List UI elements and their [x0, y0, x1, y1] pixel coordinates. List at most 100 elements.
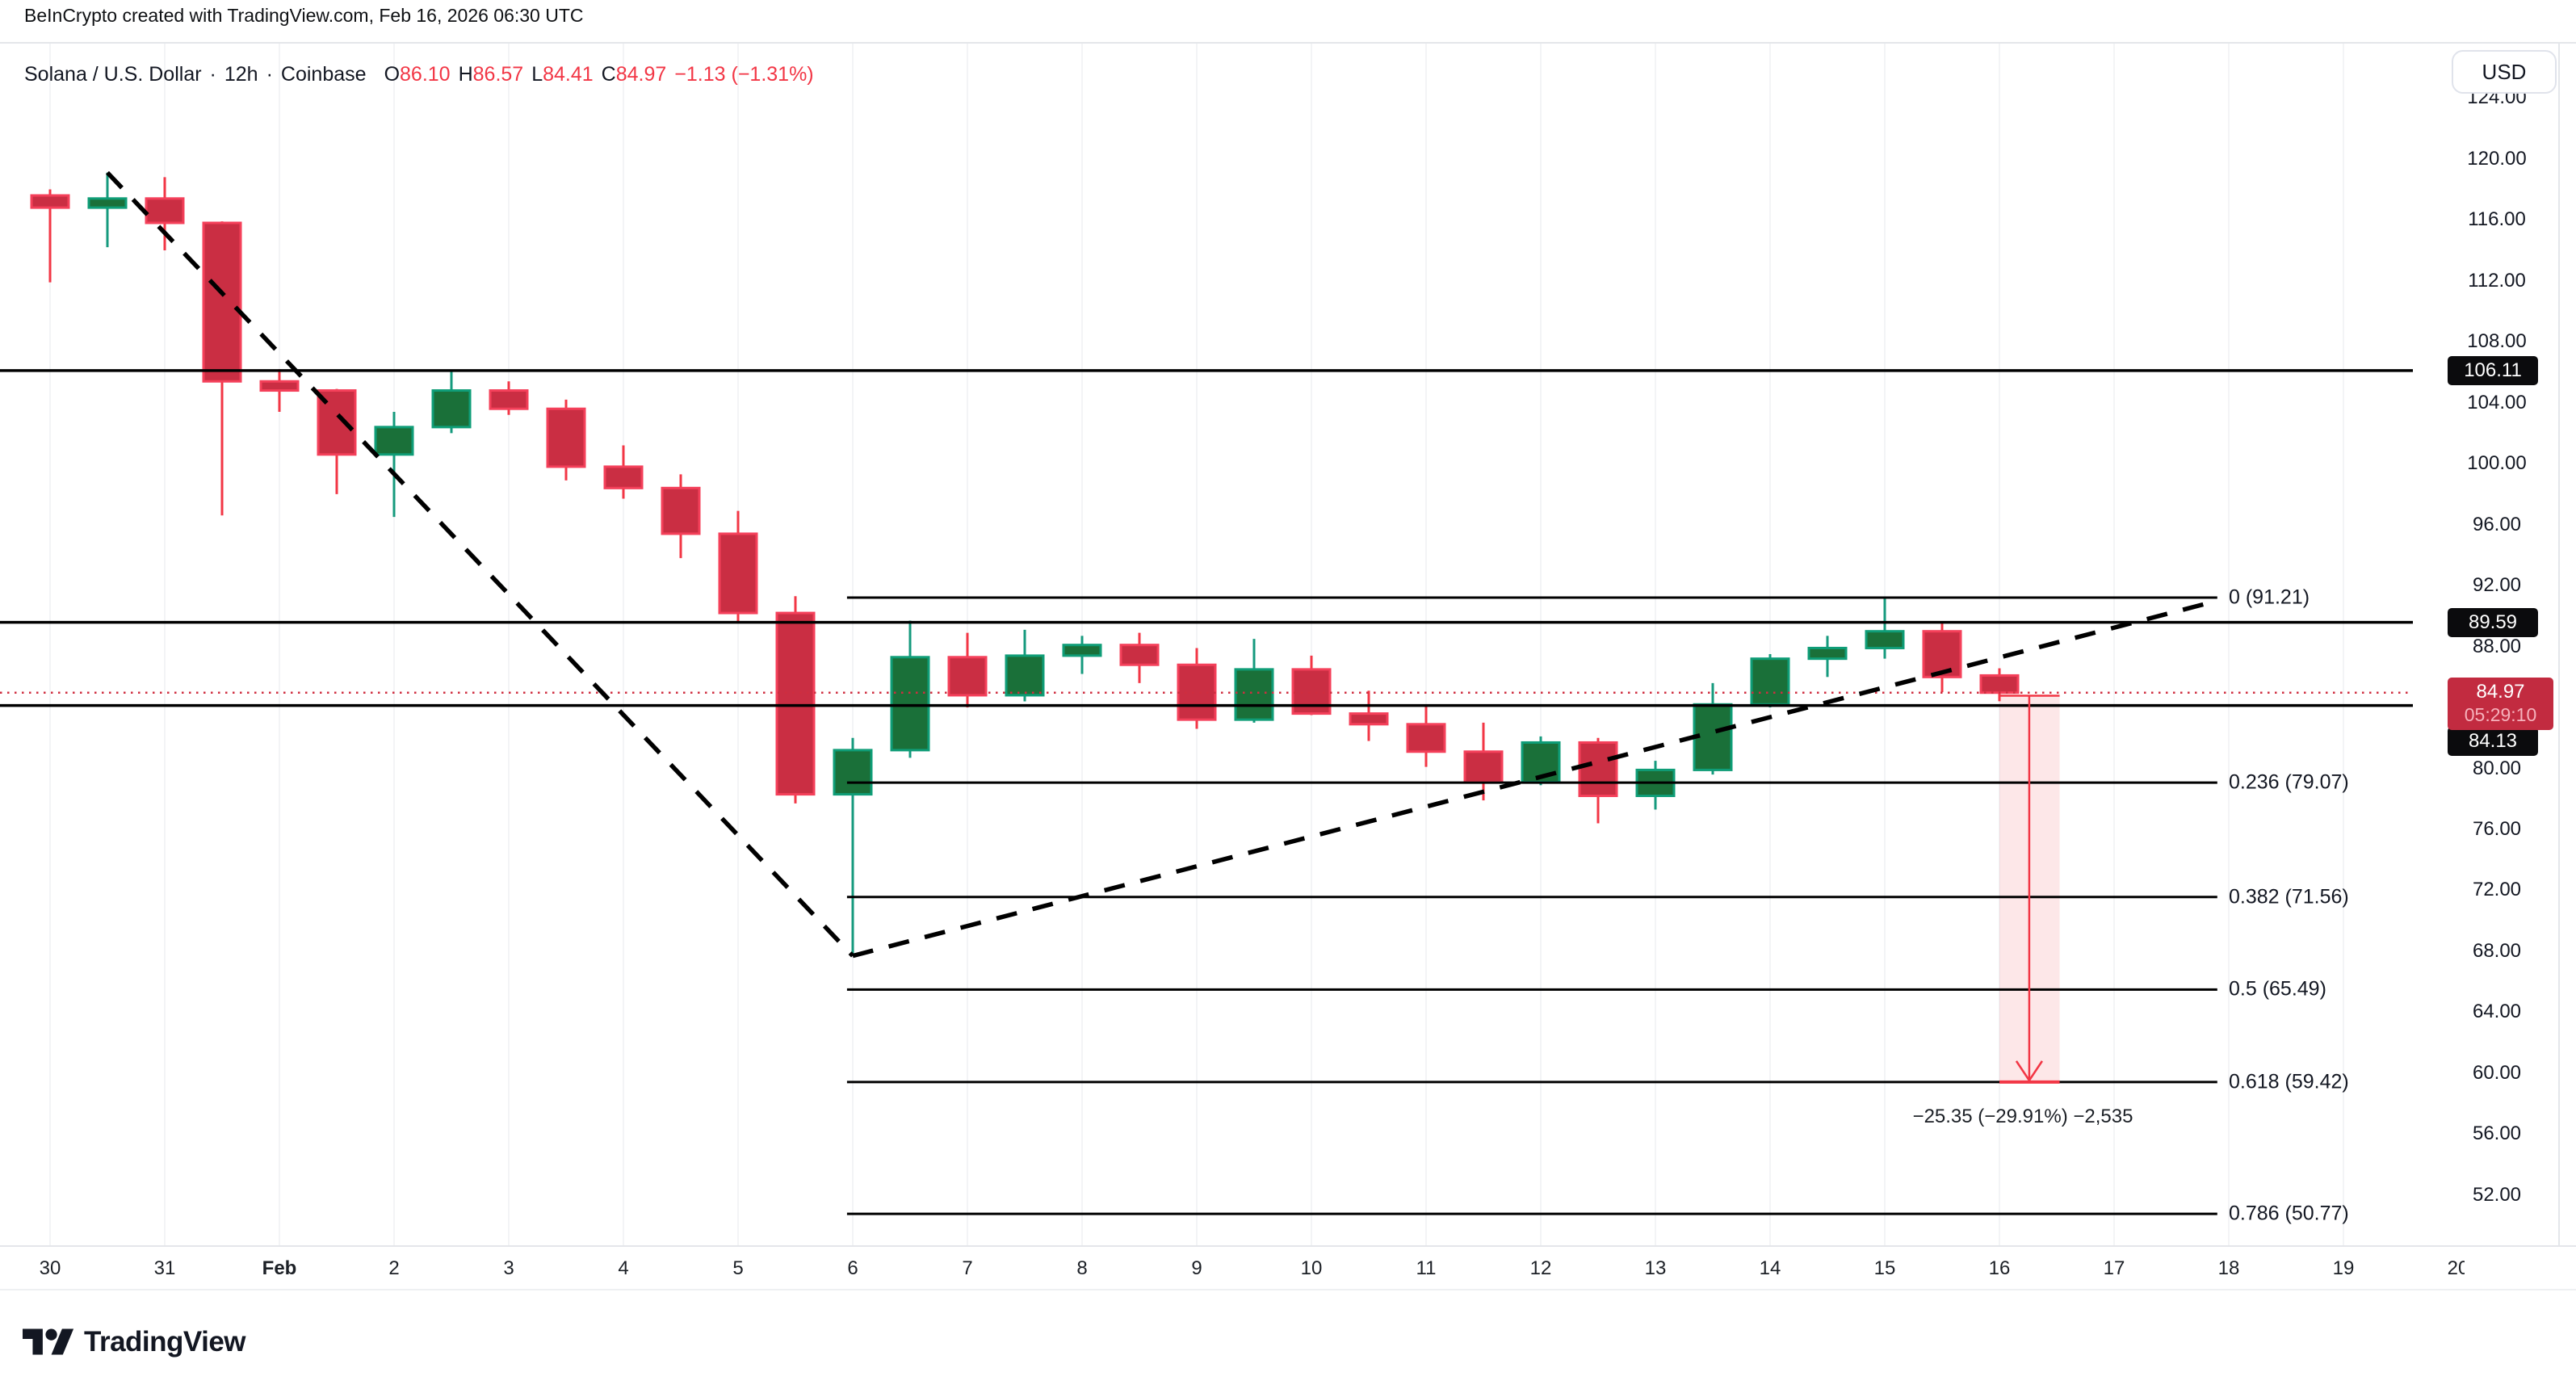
date-tick-label: 5: [732, 1257, 744, 1279]
currency-button[interactable]: USD: [2452, 50, 2557, 94]
candle-body: [833, 749, 873, 796]
price-tick-label: 92.00: [2472, 574, 2522, 597]
high-value: 86.57: [472, 63, 524, 86]
candle-body: [1291, 668, 1332, 715]
price-tick-label: 112.00: [2468, 269, 2526, 292]
trend-line[interactable]: [106, 170, 854, 958]
candle-body: [1119, 644, 1160, 666]
price-tick-label: 64.00: [2472, 1001, 2522, 1023]
candle-body: [259, 380, 300, 392]
close-label: C: [601, 63, 616, 86]
tradingview-logo-text: TradingView: [84, 1325, 246, 1358]
price-tick-label: 68.00: [2472, 939, 2522, 962]
high-label: H: [458, 63, 473, 86]
fib-level-label: 0.5 (65.49): [2229, 977, 2326, 1001]
price-tick-label: 52.00: [2472, 1183, 2522, 1206]
open-value: 86.10: [400, 63, 451, 86]
candle-body: [1234, 668, 1274, 721]
date-tick-label: 15: [1873, 1257, 1896, 1279]
candle-body: [1463, 750, 1504, 784]
price-tick-label: 104.00: [2467, 391, 2527, 413]
trend-line[interactable]: [852, 598, 2218, 959]
date-tick-label: 16: [1988, 1257, 2011, 1279]
date-tick-label: Feb: [262, 1257, 297, 1279]
price-tick-label: 60.00: [2472, 1061, 2522, 1084]
date-tick-label: 20: [2447, 1257, 2465, 1279]
date-tick-label: 19: [2332, 1257, 2355, 1279]
symbol-legend[interactable]: Solana / U.S. Dollar · 12h · Coinbase O86.10 H…: [24, 63, 814, 86]
date-tick-label: 11: [1416, 1257, 1437, 1279]
candle-body: [775, 611, 816, 796]
bar-countdown: 05:29:10: [2464, 704, 2537, 725]
date-tick-label: 14: [1759, 1257, 1781, 1279]
legend-separator: ·: [266, 63, 273, 86]
measure-arrowhead: [2028, 1060, 2043, 1081]
fib-level-label: 0.786 (50.77): [2229, 1202, 2349, 1225]
fib-level-label: 0 (91.21): [2229, 585, 2310, 609]
candle-body: [87, 197, 128, 209]
open-label: O: [384, 63, 401, 86]
fib-level-label: 0.382 (71.56): [2229, 885, 2349, 909]
tradingview-logo[interactable]: TradingView: [23, 1323, 246, 1361]
price-tick-label: 108.00: [2467, 330, 2527, 353]
low-label: L: [531, 63, 543, 86]
price-tick-label: 96.00: [2472, 513, 2522, 535]
candle-body: [431, 389, 472, 429]
date-tick-label: 30: [39, 1257, 61, 1279]
candle-body: [1005, 654, 1045, 697]
date-tick-label: 10: [1300, 1257, 1323, 1279]
last-price-label: 84.97 05:29:10: [2448, 678, 2553, 730]
candle-body: [661, 486, 701, 535]
tradingview-logo-icon: [23, 1328, 74, 1355]
low-value: 84.41: [543, 63, 594, 86]
close-value: 84.97: [615, 63, 667, 86]
candle-body: [947, 656, 988, 697]
measure-arrowhead: [2015, 1060, 2030, 1081]
date-tick-label: 18: [2217, 1257, 2240, 1279]
date-tick-label: 8: [1076, 1257, 1088, 1279]
candle-body: [1177, 663, 1217, 721]
candle-body: [546, 407, 586, 468]
date-tick-label: 6: [847, 1257, 858, 1279]
price-tick-label: 80.00: [2472, 757, 2522, 779]
date-tick-label: 31: [153, 1257, 176, 1279]
candle-body: [718, 532, 758, 615]
price-line-label: 106.11: [2448, 355, 2538, 385]
price-tick-label: 88.00: [2472, 635, 2522, 657]
candle-body: [890, 656, 930, 752]
change-value: −1.13 (−1.31%): [674, 63, 814, 86]
candle-body: [1979, 674, 2020, 694]
time-axis[interactable]: 30 31 Feb 2 3 4 5 6 7 8 9 10 11 12 13 14 15 16 17 18 19 20: [0, 1246, 2465, 1296]
candle-body: [1865, 630, 1905, 649]
price-tick-label: 100.00: [2467, 452, 2527, 475]
date-tick-label: 9: [1191, 1257, 1202, 1279]
candle-body: [145, 197, 185, 225]
price-line-label: 89.59: [2448, 607, 2538, 637]
symbol-name: Solana / U.S. Dollar: [24, 63, 202, 86]
price-tick-label: 120.00: [2467, 147, 2527, 170]
candle-body: [489, 389, 529, 410]
price-tick-label: 76.00: [2472, 818, 2522, 840]
date-tick-label: 12: [1529, 1257, 1552, 1279]
candle-body: [1750, 657, 1790, 706]
candle-body: [1922, 630, 1962, 678]
last-price-value: 84.97: [2476, 681, 2525, 703]
price-tick-label: 116.00: [2468, 208, 2526, 231]
date-tick-label: 3: [503, 1257, 514, 1279]
date-tick-label: 7: [962, 1257, 973, 1279]
candle-body: [1349, 712, 1389, 726]
candle-body: [1578, 741, 1618, 797]
fib-level-label: 0.618 (59.42): [2229, 1070, 2349, 1093]
fib-level-label: 0.236 (79.07): [2229, 770, 2349, 794]
date-tick-label: 2: [388, 1257, 400, 1279]
date-tick-label: 13: [1644, 1257, 1667, 1279]
candle-body: [1807, 646, 1848, 661]
interval-label: 12h: [224, 63, 258, 86]
attribution-text: BeInCrypto created with TradingView.com,…: [24, 5, 584, 26]
date-tick-label: 17: [2103, 1257, 2125, 1279]
candle-body: [1406, 723, 1446, 753]
price-line-label: 84.13: [2448, 726, 2538, 756]
legend-separator: ·: [209, 63, 216, 86]
